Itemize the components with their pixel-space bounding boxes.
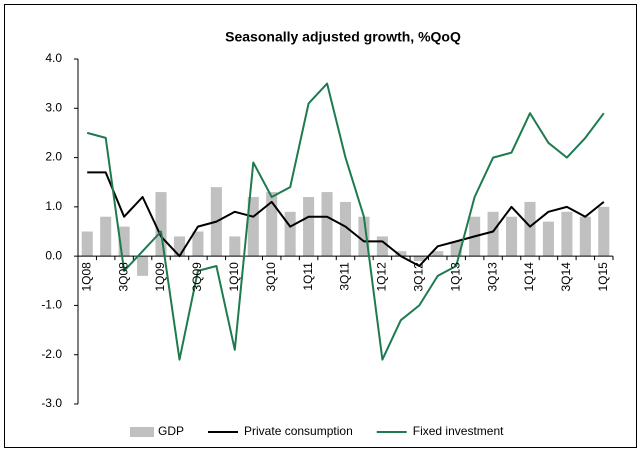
x-tick-label: 3Q14 <box>559 262 573 292</box>
bar <box>247 197 259 257</box>
line <box>86 82 605 361</box>
bar <box>100 216 112 257</box>
frame <box>4 4 637 448</box>
bar <box>173 236 185 257</box>
x-tick-label: 3Q11 <box>338 262 352 291</box>
y-tick-label: -1.0 <box>41 298 62 312</box>
y-tick-label: 2.0 <box>45 150 62 164</box>
legend-label: GDP <box>158 424 184 438</box>
bar <box>137 256 149 276</box>
bar <box>81 231 93 257</box>
bar <box>303 197 315 257</box>
bar <box>376 236 388 257</box>
x-tick-label: 3Q10 <box>264 262 278 292</box>
bar <box>487 211 499 257</box>
bar <box>339 201 352 257</box>
bar <box>579 216 591 257</box>
bar <box>192 231 204 257</box>
legend-swatch <box>130 427 154 437</box>
bar <box>506 216 518 257</box>
x-tick-label: 1Q08 <box>79 262 93 292</box>
y-tick-label: 1.0 <box>45 199 62 213</box>
bar <box>395 251 407 257</box>
x-tick-label: 1Q10 <box>227 262 241 292</box>
bar <box>118 226 130 257</box>
x-tick-label: 3Q12 <box>411 262 425 292</box>
y-tick-label: 4.0 <box>45 51 62 65</box>
x-tick-label: 1Q09 <box>153 262 167 292</box>
bar <box>284 211 296 257</box>
bar <box>561 211 573 257</box>
bar <box>450 241 462 257</box>
bar <box>524 201 536 257</box>
chart-title: Seasonally adjusted growth, %QoQ <box>225 29 461 45</box>
x-tick-label: 3Q09 <box>190 262 204 292</box>
x-tick-label: 1Q14 <box>522 262 536 292</box>
x-tick-label: 1Q13 <box>448 262 462 292</box>
x-tick-label: 3Q08 <box>116 262 130 292</box>
y-tick-label: 0.0 <box>45 248 62 262</box>
y-tick-label: -2.0 <box>41 347 62 361</box>
bar <box>598 206 610 257</box>
legend-label: Private consumption <box>244 424 353 438</box>
bar <box>266 192 278 257</box>
bar <box>542 221 554 257</box>
legend-label: Fixed investment <box>413 424 504 438</box>
bar <box>432 251 444 257</box>
bar <box>413 256 425 262</box>
bar <box>155 192 167 257</box>
bar <box>358 216 370 257</box>
x-tick-label: 1Q12 <box>375 262 389 292</box>
y-tick-label: 3.0 <box>45 100 62 114</box>
x-tick-label: 1Q11 <box>301 262 315 291</box>
line <box>87 171 605 267</box>
x-tick-label: 1Q15 <box>596 262 610 292</box>
bar <box>321 192 333 257</box>
x-tick-label: 3Q13 <box>485 262 499 292</box>
bar <box>229 236 241 257</box>
y-tick-label: -3.0 <box>41 396 62 410</box>
